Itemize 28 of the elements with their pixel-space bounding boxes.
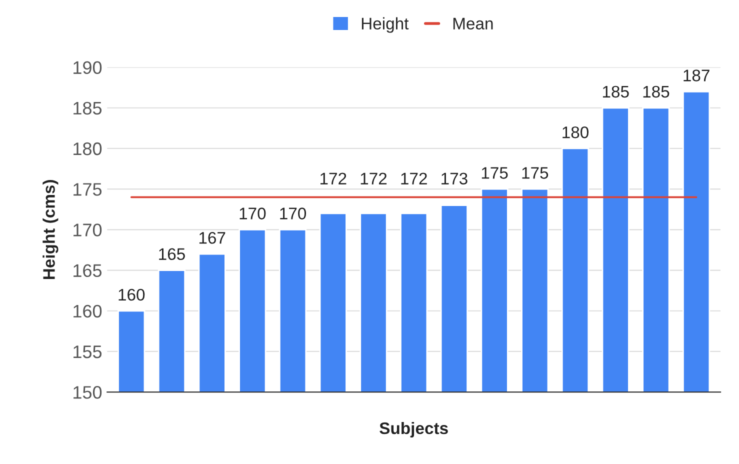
y-tick-label: 185 bbox=[74, 102, 102, 115]
x-axis-title: Subjects bbox=[380, 422, 448, 438]
data-label: 160 bbox=[118, 288, 145, 301]
data-label: 173 bbox=[442, 172, 468, 185]
data-label: 172 bbox=[401, 172, 427, 184]
y-tick-label: 170 bbox=[74, 224, 102, 236]
legend-label: Height bbox=[362, 17, 409, 33]
y-tick-label: 150 bbox=[74, 386, 102, 399]
data-label: 170 bbox=[280, 208, 306, 220]
data-label: 165 bbox=[159, 248, 185, 260]
data-label: 185 bbox=[643, 86, 670, 98]
data-label: 175 bbox=[482, 167, 508, 179]
data-label: 167 bbox=[199, 232, 226, 244]
data-label: 175 bbox=[522, 167, 548, 179]
data-label: 172 bbox=[320, 172, 346, 184]
data-label: 187 bbox=[684, 70, 710, 82]
y-tick-label: 155 bbox=[74, 346, 102, 358]
y-tick-label: 190 bbox=[74, 61, 102, 74]
data-label: 170 bbox=[240, 208, 266, 220]
data-label: 185 bbox=[602, 86, 629, 98]
legend-label: Mean bbox=[453, 18, 493, 30]
data-label: 172 bbox=[360, 172, 387, 184]
y-tick-label: 160 bbox=[74, 304, 102, 318]
y-tick-label: 165 bbox=[74, 264, 102, 277]
data-label: 180 bbox=[562, 126, 589, 138]
y-tick-label: 175 bbox=[74, 183, 102, 196]
y-tick-label: 180 bbox=[74, 142, 102, 156]
y-axis-title: Height (cms) bbox=[42, 180, 58, 280]
